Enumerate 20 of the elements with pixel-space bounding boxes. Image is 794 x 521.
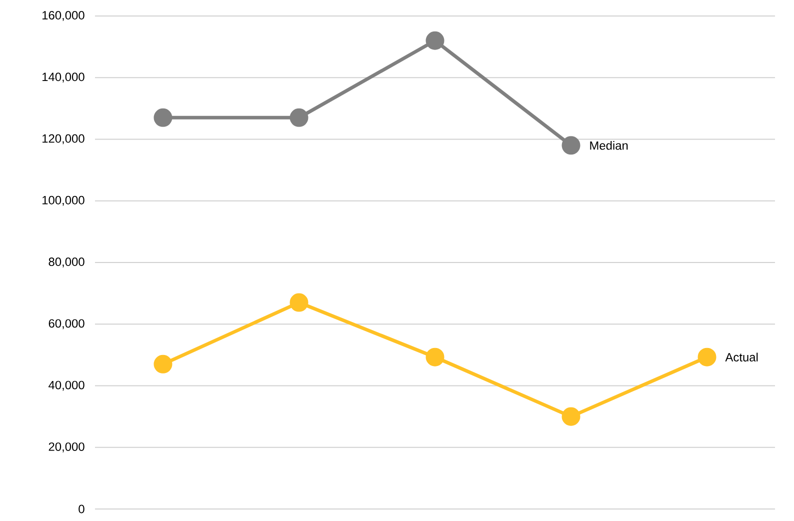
point	[426, 31, 444, 50]
point	[562, 136, 580, 155]
y-tick-label: 60,000	[48, 319, 84, 330]
series-label: Actual	[725, 352, 758, 362]
point	[154, 354, 172, 374]
y-tick-label: 80,000	[48, 258, 84, 268]
y-tick-label: 20,000	[48, 442, 84, 452]
point	[698, 348, 716, 366]
point	[562, 407, 580, 426]
series-label: Median	[590, 141, 628, 150]
y-tick-label: 100,000	[42, 196, 84, 206]
y-tick-label: 120,000	[42, 134, 84, 144]
point	[154, 108, 172, 127]
y-tick-label: 140,000	[42, 72, 84, 83]
point	[290, 293, 308, 312]
point	[290, 108, 308, 127]
y-tick-label: 0	[78, 504, 84, 514]
point	[426, 348, 444, 366]
y-tick-label: 160,000	[42, 11, 84, 21]
y-tick-label: 40,000	[48, 380, 84, 391]
